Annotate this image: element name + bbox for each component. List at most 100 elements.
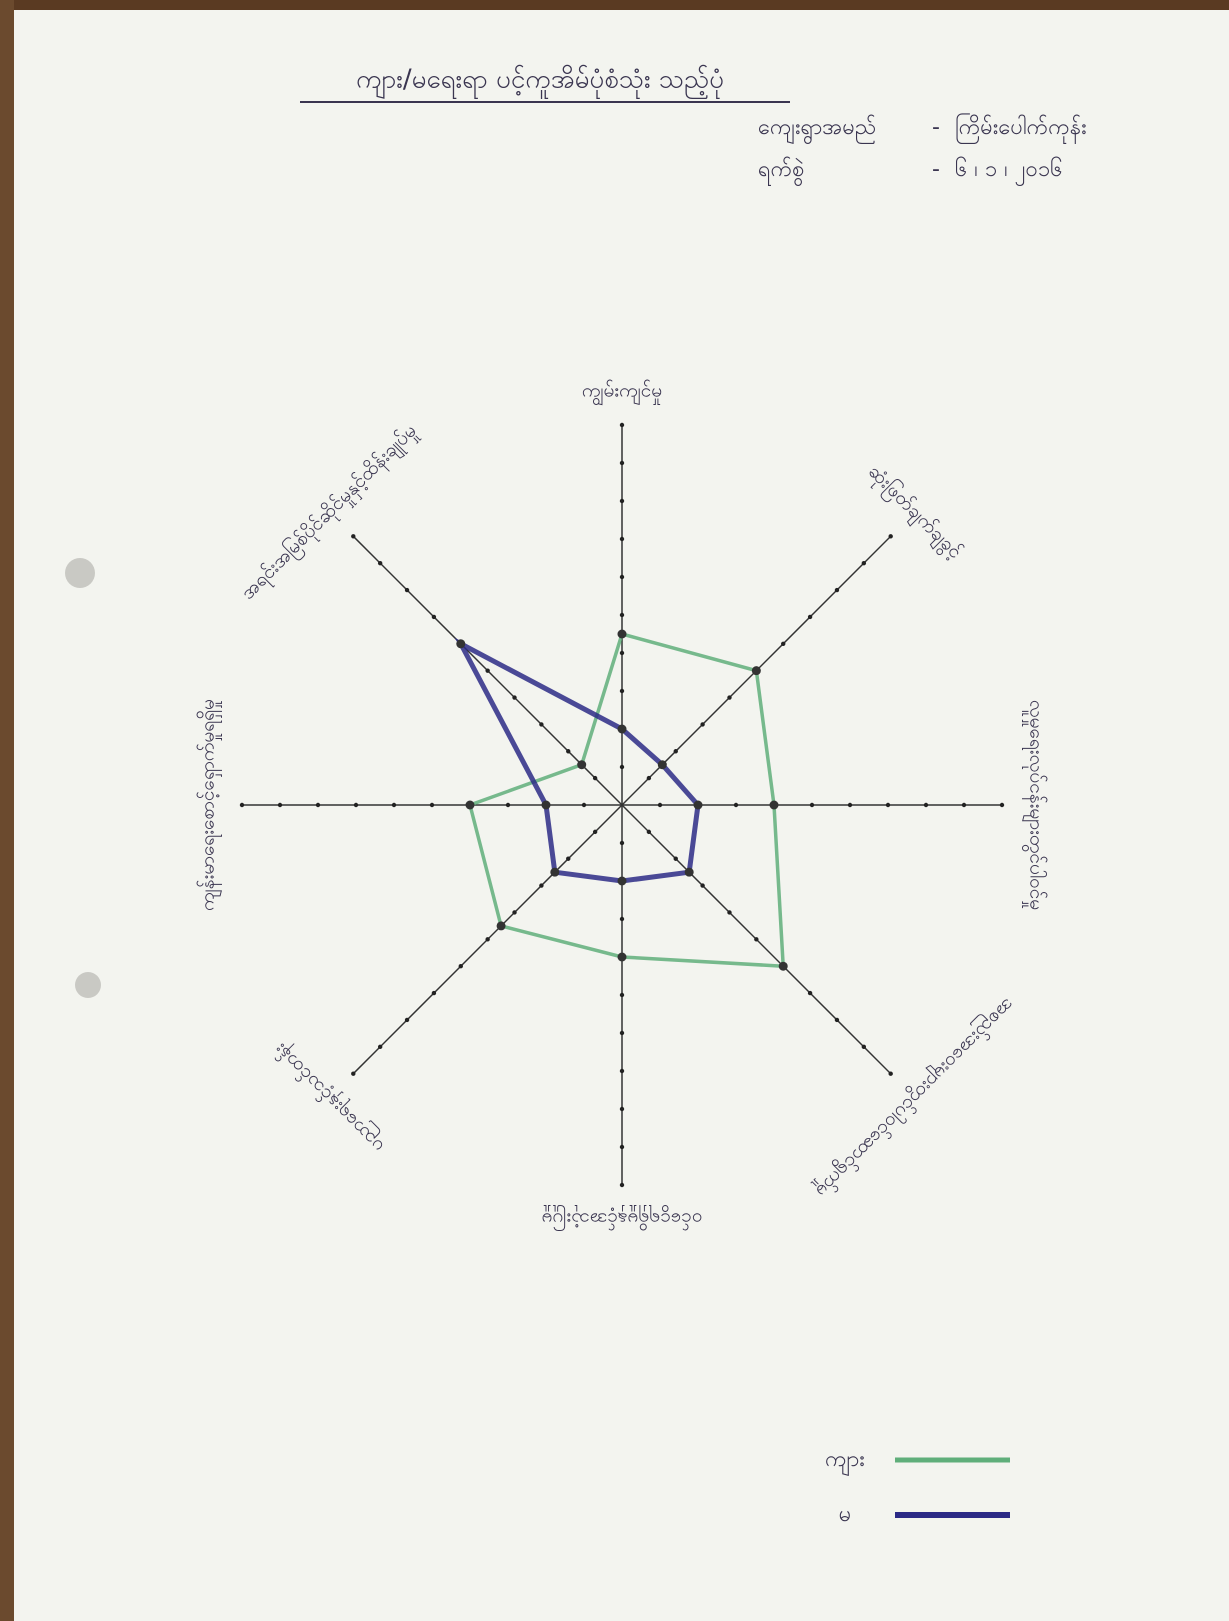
date-label: ရက်စွဲ: [758, 156, 805, 187]
tick-dot: [619, 460, 625, 466]
series-point: [496, 921, 506, 931]
tick-dot: [619, 1068, 625, 1074]
tick-dot: [581, 802, 587, 808]
tick-dot: [619, 650, 625, 656]
tick-dot: [999, 802, 1005, 808]
tick-dot: [847, 802, 853, 808]
tick-dot: [619, 1144, 625, 1150]
tick-dot: [619, 916, 625, 922]
tick-dot: [539, 883, 544, 888]
tick-dot: [727, 910, 732, 915]
legend-label: မ: [839, 1502, 852, 1527]
series-point: [465, 800, 475, 810]
tick-dot: [458, 964, 463, 969]
tick-dot: [646, 829, 652, 835]
tick-dot: [673, 749, 678, 754]
tick-dot: [429, 802, 435, 808]
tick-dot: [700, 722, 705, 727]
axis-label: ကျန်းမာရေးစောင့်ရှောက်မှုရရှိမှု: [195, 699, 222, 911]
series-point: [693, 800, 703, 810]
separator: -: [932, 115, 940, 140]
series-point: [577, 760, 587, 770]
tick-dot: [404, 1017, 410, 1023]
tick-dot: [391, 802, 397, 808]
chart-title: ကျား/မရေးရာ ပင့်ကူအိမ်ပုံစံသုံး သည့်ပုံ: [356, 64, 724, 100]
tick-dot: [619, 1182, 625, 1188]
tick-dot: [733, 802, 739, 808]
tick-dot: [888, 534, 893, 539]
tick-dot: [619, 1106, 625, 1112]
tick-dot: [619, 1030, 625, 1036]
tick-dot: [619, 688, 625, 694]
tick-dot: [619, 536, 625, 542]
tick-dot: [512, 910, 517, 915]
series-point: [657, 760, 667, 770]
tick-dot: [485, 937, 490, 942]
tick-dot: [351, 534, 356, 539]
tick-dot: [961, 802, 967, 808]
series-point: [456, 639, 466, 649]
tick-dot: [431, 990, 437, 996]
series-point: [751, 666, 761, 676]
tick-dot: [566, 749, 571, 754]
tick-dot: [377, 560, 383, 566]
series-point: [550, 867, 560, 877]
series-point: [617, 724, 627, 734]
tick-dot: [781, 641, 786, 646]
tick-dot: [834, 1017, 840, 1023]
tick-dot: [512, 695, 517, 700]
tick-dot: [592, 829, 598, 835]
tick-dot: [353, 802, 359, 808]
tick-dot: [885, 802, 891, 808]
tick-dot: [277, 802, 283, 808]
tick-dot: [485, 668, 490, 673]
series-point: [684, 867, 694, 877]
tick-dot: [431, 614, 437, 620]
tick-dot: [315, 802, 321, 808]
tick-dot: [619, 764, 625, 770]
date: ၆ ၊ ၁ ၊ ၂၀၁၆: [955, 156, 1063, 186]
legend-label: ကျား: [825, 1447, 865, 1476]
punch-hole: [65, 558, 95, 588]
axis-label: ဝင်ငွေရရှိမှုနှင့်အသုံးပြုမှု: [542, 1205, 703, 1233]
series-point: [617, 629, 627, 639]
series-point: [778, 961, 788, 971]
tick-dot: [807, 990, 813, 996]
tick-dot: [657, 802, 663, 808]
tick-dot: [754, 937, 759, 942]
separator: -: [932, 157, 940, 182]
tick-dot: [646, 775, 652, 781]
tick-dot: [923, 802, 929, 808]
tick-dot: [888, 1071, 893, 1076]
series-point: [769, 800, 779, 810]
tick-dot: [861, 560, 867, 566]
series-point: [617, 952, 627, 962]
tick-dot: [700, 883, 705, 888]
tick-dot: [539, 722, 544, 727]
tick-dot: [351, 1071, 356, 1076]
tick-dot: [377, 1044, 383, 1050]
tick-dot: [809, 802, 815, 808]
paper-edge: [0, 0, 14, 1621]
tick-dot: [619, 574, 625, 580]
axis-label: လူမှုရေးလုပ်ငန်းများတွင်ပါဝင်မှု: [1022, 700, 1049, 910]
village: ကြိမ်းပေါက်ကုန်း: [955, 113, 1087, 144]
tick-dot: [619, 498, 625, 504]
series-point: [541, 800, 551, 810]
tick-dot: [807, 614, 813, 620]
tick-dot: [834, 587, 840, 593]
village-label: ကျေးရွာအမည်: [758, 114, 876, 145]
tick-dot: [505, 802, 511, 808]
tick-dot: [619, 840, 625, 846]
tick-dot: [619, 612, 625, 618]
tick-dot: [239, 802, 245, 808]
tick-dot: [404, 587, 410, 593]
tick-dot: [619, 422, 625, 428]
tick-dot: [727, 695, 732, 700]
tick-dot: [566, 856, 571, 861]
series-point: [617, 876, 627, 886]
punch-hole: [75, 972, 101, 998]
tick-dot: [619, 992, 625, 998]
